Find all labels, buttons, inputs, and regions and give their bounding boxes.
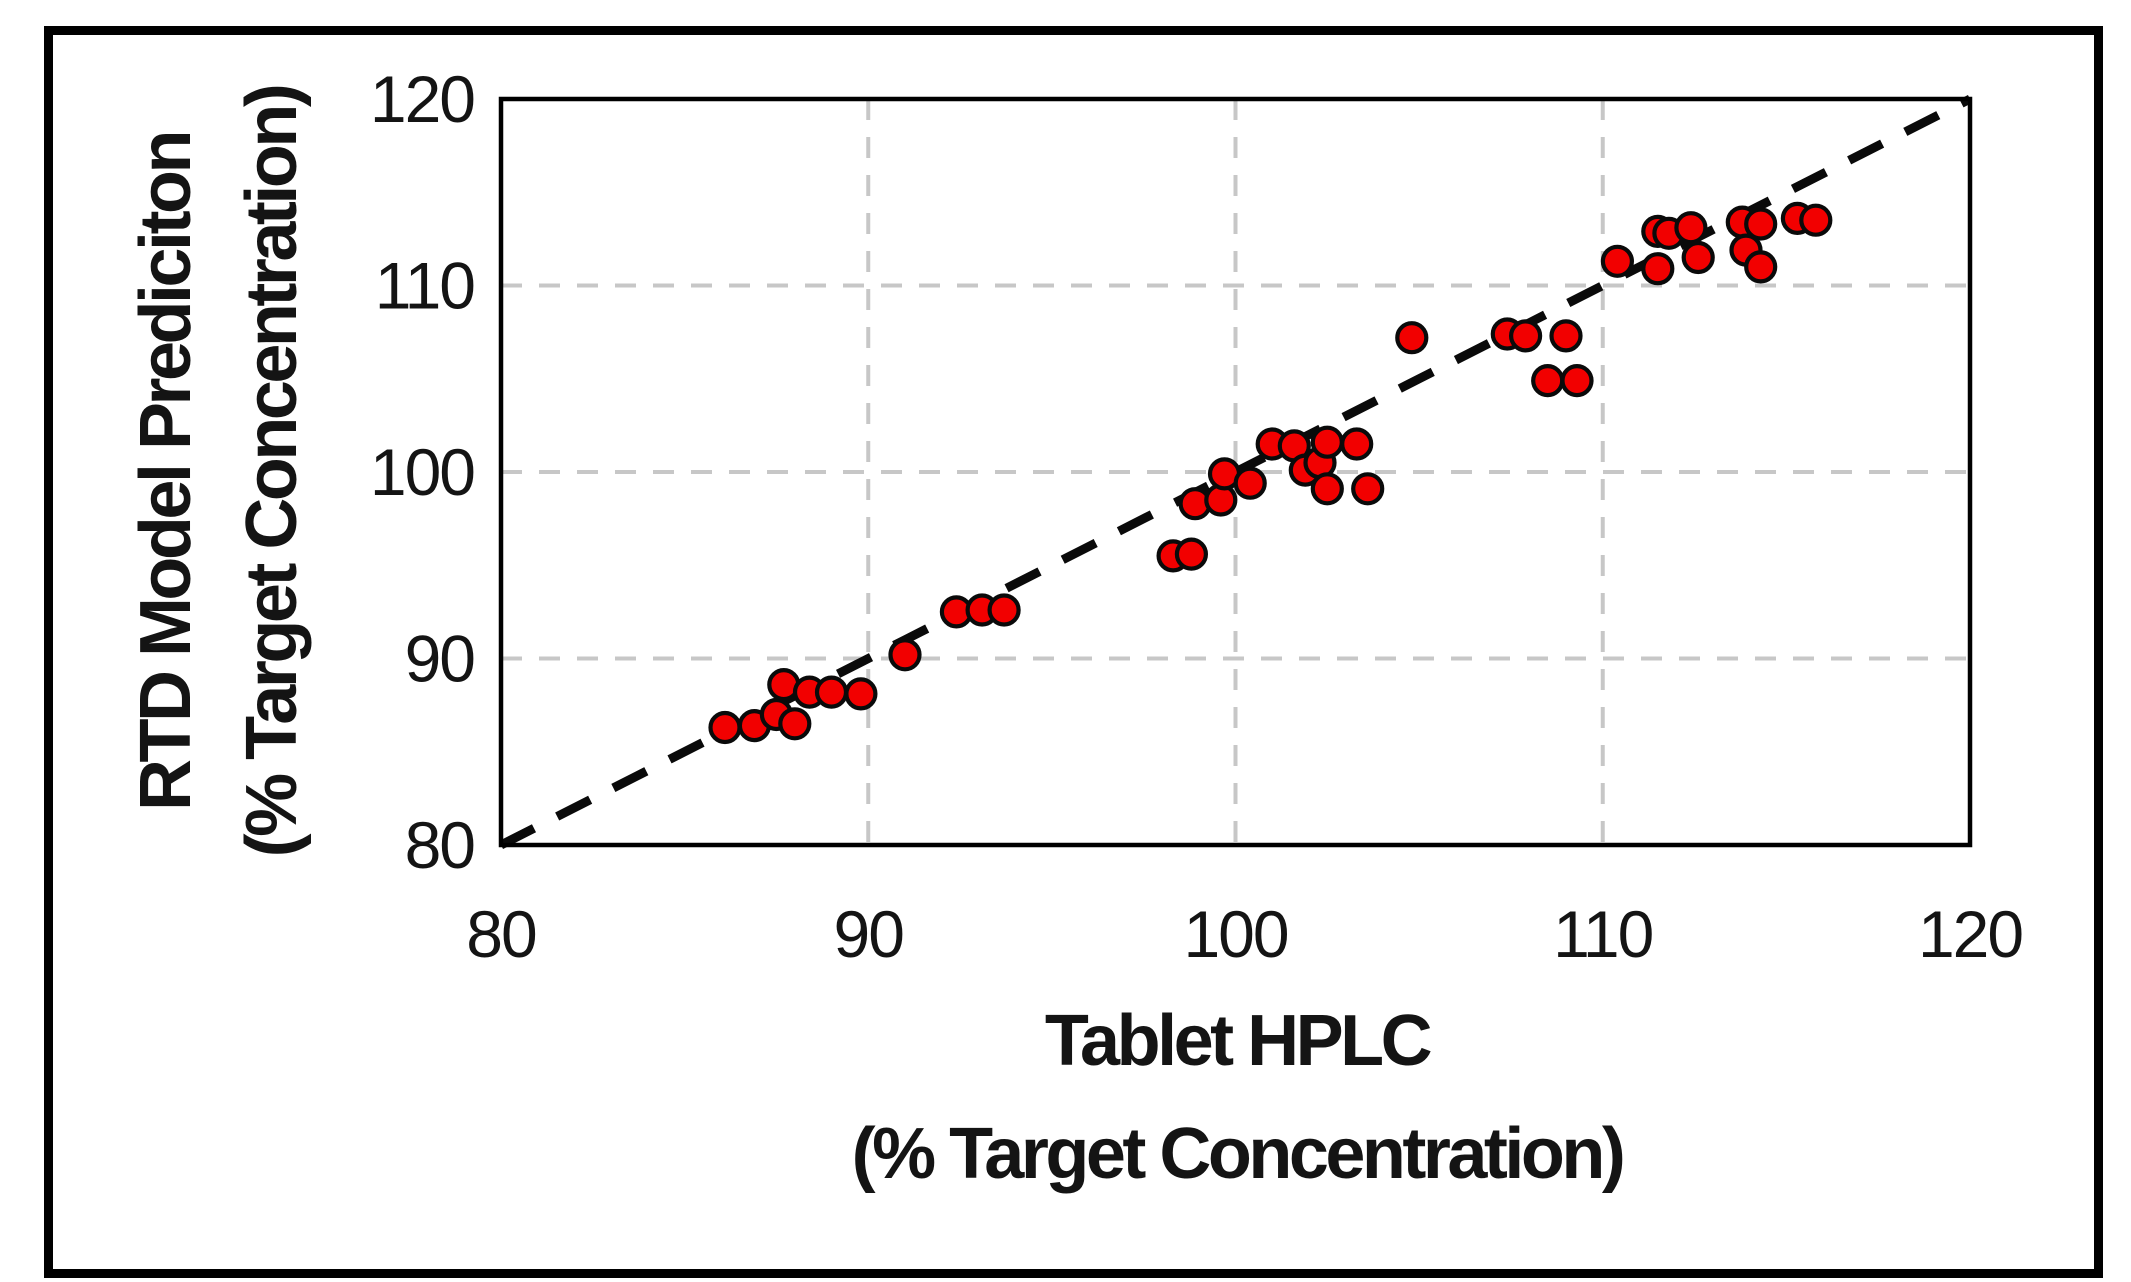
data-point <box>1340 427 1374 461</box>
data-point <box>888 638 922 672</box>
y-tick-label: 100 <box>370 435 474 509</box>
y-axis-title-line1: RTD Model Prediciton <box>126 132 206 812</box>
x-tick-label: 100 <box>1183 897 1287 971</box>
x-tick-label: 120 <box>1918 897 2022 971</box>
y-axis-title-line2: (% Target Concentration) <box>232 86 312 858</box>
data-point <box>1395 321 1429 355</box>
data-point <box>1233 466 1267 500</box>
data-point <box>1351 472 1385 506</box>
data-point <box>1681 240 1715 275</box>
x-tick-label: 110 <box>1553 897 1653 971</box>
data-point <box>1799 203 1833 237</box>
data-points <box>708 201 1833 745</box>
data-point <box>1531 364 1565 398</box>
x-axis-title-line1: Tablet HPLC <box>1044 1001 1433 1081</box>
x-axis-title-line2: (% Target Concentration) <box>851 1114 1626 1194</box>
x-tick-label: 80 <box>466 897 536 971</box>
data-point <box>1744 207 1778 241</box>
y-axis-tick-labels: 80 90 100 110 120 <box>370 62 476 882</box>
data-point <box>1549 319 1583 353</box>
data-point <box>1174 537 1209 571</box>
data-point <box>708 710 742 745</box>
data-point <box>778 707 812 741</box>
data-point <box>814 675 849 709</box>
y-tick-label: 80 <box>405 808 475 882</box>
x-tick-label: 90 <box>834 897 904 971</box>
y-tick-label: 110 <box>375 249 475 323</box>
data-point <box>1600 244 1635 278</box>
x-axis-title: Tablet HPLC (% Target Concentration) <box>437 985 2037 1211</box>
y-axis-title: RTD Model Prediciton (% Target Concentra… <box>109 0 329 1072</box>
data-point <box>1310 472 1344 506</box>
plot-area-border <box>498 96 1973 848</box>
data-point <box>844 677 878 711</box>
data-point <box>1508 319 1543 353</box>
data-point <box>1744 250 1778 284</box>
data-point <box>1310 425 1344 459</box>
data-point <box>1674 211 1708 245</box>
y-tick-label: 120 <box>370 62 474 136</box>
data-point <box>987 593 1021 627</box>
data-point <box>1560 364 1594 398</box>
y-tick-label: 90 <box>405 622 475 696</box>
x-axis-tick-labels: 80 90 100 110 120 <box>466 897 2024 971</box>
data-point <box>1641 252 1675 286</box>
